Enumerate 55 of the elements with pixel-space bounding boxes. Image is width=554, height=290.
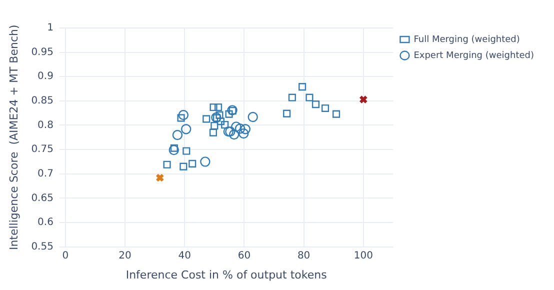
point: [321, 104, 330, 112]
x-tick-label: 100: [354, 250, 373, 262]
point: [225, 110, 233, 118]
point: [156, 173, 164, 182]
point: [172, 130, 183, 140]
point: [202, 115, 210, 123]
point: [288, 94, 296, 102]
y-tick-label: 0.65: [31, 192, 54, 204]
point: [359, 95, 368, 104]
x-tick-label: 60: [238, 250, 251, 262]
point: [216, 111, 224, 119]
x-axis-title: Inference Cost in % of output tokens: [126, 268, 328, 282]
y-tick-label: 0.85: [31, 96, 54, 107]
y-tick-label: 1: [47, 22, 54, 34]
point: [306, 94, 314, 102]
point: [177, 114, 185, 122]
y-tick-label: 0.95: [31, 46, 54, 58]
y-tick-label: 0.8: [38, 120, 54, 131]
y-tick-label: 0.55: [31, 241, 54, 252]
point: [163, 160, 171, 168]
x-tick-label: 80: [297, 250, 310, 262]
point: [214, 103, 222, 112]
point: [210, 103, 218, 112]
point: [283, 110, 291, 118]
point: [200, 156, 210, 167]
point: [248, 112, 258, 122]
point: [209, 128, 217, 136]
point: [170, 144, 178, 152]
point: [234, 124, 246, 134]
point: [180, 162, 188, 170]
legend-label: Expert Merging (weighted): [414, 50, 534, 61]
point: [312, 100, 320, 108]
x-tick-label: 0: [62, 250, 69, 262]
y-tick-label: 0.7: [38, 168, 54, 180]
legend-label: Full Merging (weighted): [414, 34, 520, 45]
y-tick-label: 0.75: [31, 144, 54, 156]
point: [238, 128, 249, 139]
point: [210, 122, 218, 130]
point: [231, 122, 242, 132]
y-axis-title: Intelligence Score (AIME24 + MT Bench): [7, 24, 20, 250]
point: [298, 83, 306, 91]
point: [216, 118, 224, 126]
x-tick-label: 40: [178, 250, 191, 262]
point: [240, 124, 250, 134]
point: [228, 129, 240, 140]
point: [168, 144, 179, 156]
point: [332, 110, 340, 118]
point: [178, 110, 189, 120]
y-tick-label: 0.9: [38, 71, 54, 82]
x-tick-label: 20: [118, 250, 132, 262]
point: [181, 124, 192, 134]
point: [221, 120, 229, 129]
point: [182, 147, 190, 155]
y-tick-label: 0.6: [38, 217, 54, 228]
point: [188, 160, 196, 168]
